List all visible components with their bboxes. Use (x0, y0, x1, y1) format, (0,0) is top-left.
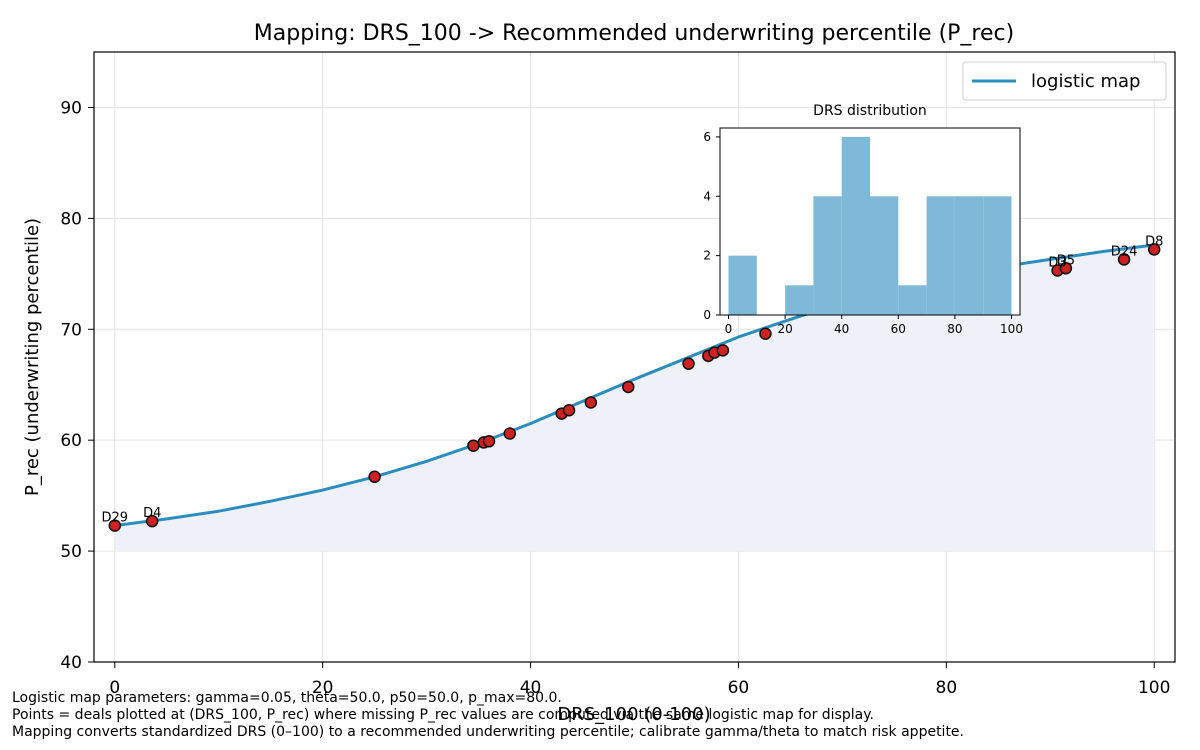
deal-point (622, 380, 635, 394)
inset-x-tick-label: 40 (834, 322, 849, 336)
legend-label: logistic map (1031, 71, 1141, 92)
inset-x-tick-label: 100 (1000, 322, 1023, 336)
deal-point (1059, 262, 1073, 275)
inset-y-tick-label: 6 (703, 130, 711, 144)
deal-point (482, 435, 496, 448)
chart-title: Mapping: DRS_100 -> Recommended underwri… (254, 21, 1014, 46)
legend-box (962, 61, 1167, 101)
deal-point (1117, 253, 1131, 266)
point-label: D5 (1057, 253, 1075, 268)
y-tick-label: 70 (60, 320, 82, 340)
footer-line-3: Mapping converts standardized DRS (0–100… (12, 724, 964, 740)
footer-line-2: Points = deals plotted at (DRS_100, P_re… (12, 707, 874, 723)
inset-histogram: 0 20 40 60 80 100 0 2 4 6 DRS distribution (703, 103, 1023, 336)
inset-bar (954, 196, 984, 315)
inset-y-ticks: 0 2 4 6 (703, 130, 720, 322)
inset-x-ticks: 0 20 40 60 80 100 (725, 315, 1023, 336)
y-axis-ticks: 40 50 60 70 80 90 (60, 98, 94, 673)
inset-bar (841, 136, 870, 315)
deal-point (145, 514, 159, 528)
footer-line-1: Logistic map parameters: gamma=0.05, the… (12, 690, 562, 706)
point-label: D8 (1145, 234, 1163, 249)
y-tick-label: 50 (60, 542, 82, 562)
x-tick-label: 20 (312, 678, 334, 698)
x-axis-ticks: 0 20 40 60 80 100 (109, 662, 1170, 698)
inset-bar (785, 285, 814, 315)
deal-point (1147, 243, 1161, 256)
area-fill (114, 245, 1155, 552)
deal-point (759, 327, 772, 340)
point-label: D29 (102, 511, 129, 526)
inset-bar (926, 196, 955, 315)
deal-point (503, 427, 517, 440)
x-axis-label: DRS_100 (0-100) (557, 704, 710, 725)
inset-bar (898, 285, 927, 315)
point-label: D3 (1048, 255, 1066, 270)
inset-y-tick-label: 2 (703, 249, 711, 263)
inset-x-tick-label: 60 (891, 322, 906, 336)
deal-point (716, 344, 730, 357)
x-tick-label: 60 (728, 678, 750, 698)
point-label: D24 (1111, 244, 1138, 259)
inset-x-tick-label: 0 (725, 322, 733, 336)
inset-frame (719, 127, 1021, 316)
deal-points (108, 243, 1161, 532)
deal-point (368, 470, 381, 484)
inset-bar (813, 196, 842, 315)
inset-x-tick-label: 20 (777, 322, 792, 336)
x-tick-label: 40 (520, 678, 542, 698)
inset-bars (728, 136, 1012, 315)
plot-frame (93, 51, 1176, 663)
inset-y-tick-label: 0 (703, 308, 711, 322)
deal-point (108, 519, 122, 532)
deal-point (562, 403, 576, 417)
legend: logistic map (962, 61, 1167, 101)
inset-bar (983, 196, 1012, 315)
point-label: D4 (143, 506, 161, 521)
y-tick-label: 90 (60, 98, 82, 118)
y-axis-label: P_rec (underwriting percentile) (22, 218, 43, 496)
deal-point (467, 439, 480, 452)
deal-point (584, 396, 598, 409)
inset-bar (870, 196, 899, 315)
x-tick-label: 100 (1138, 678, 1170, 698)
inset-title: DRS distribution (813, 103, 927, 119)
inset-y-tick-label: 4 (703, 189, 711, 203)
deal-point (682, 357, 695, 370)
x-tick-label: 0 (109, 678, 120, 698)
inset-bar (728, 255, 757, 315)
y-tick-label: 80 (60, 209, 82, 229)
inset-x-tick-label: 80 (947, 322, 962, 336)
x-tick-label: 80 (936, 678, 958, 698)
y-tick-label: 40 (60, 653, 82, 673)
y-tick-label: 60 (60, 431, 82, 451)
